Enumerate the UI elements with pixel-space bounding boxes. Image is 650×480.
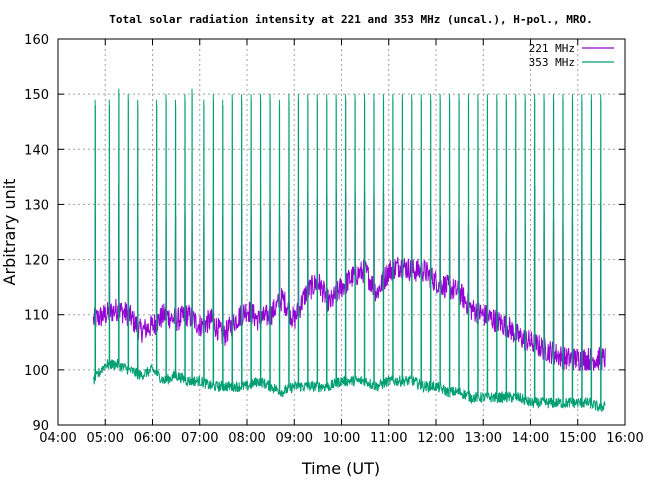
x-axis-label: Time (UT)	[301, 459, 380, 478]
series-line-353	[92, 88, 606, 413]
x-tick-label: 12:00	[417, 431, 454, 446]
y-tick-label: 90	[32, 419, 49, 434]
x-tick-label: 16:00	[606, 431, 643, 446]
y-tick-label: 140	[24, 143, 49, 158]
x-tick-label: 14:00	[512, 431, 549, 446]
y-tick-label: 110	[24, 309, 49, 324]
x-tick-label: 09:00	[276, 431, 313, 446]
plot-area	[92, 88, 606, 413]
x-tick-label: 15:00	[559, 431, 596, 446]
x-tick-label: 04:00	[39, 431, 76, 446]
y-tick-label: 120	[24, 254, 49, 269]
legend-label: 353 MHz	[529, 56, 575, 69]
y-axis-label: Arbitrary unit	[0, 179, 19, 286]
axis-ticks: 90 100 110 120 130 140 150 160 04:00 05:00 06:00 07…	[24, 33, 644, 446]
x-tick-label: 11:00	[370, 431, 407, 446]
x-tick-label: 13:00	[465, 431, 502, 446]
legend-label: 221 MHz	[529, 42, 575, 55]
x-tick-label: 05:00	[87, 431, 124, 446]
grid	[58, 39, 625, 425]
chart-title: Total solar radiation intensity at 221 a…	[109, 13, 592, 26]
x-tick-label: 10:00	[323, 431, 360, 446]
y-tick-label: 130	[24, 198, 49, 213]
x-tick-label: 06:00	[134, 431, 171, 446]
x-tick-label: 08:00	[228, 431, 265, 446]
y-tick-label: 160	[24, 33, 49, 48]
y-tick-label: 150	[24, 88, 49, 103]
plot-frame	[57, 38, 626, 426]
y-tick-label: 100	[24, 364, 49, 379]
series-line-221	[92, 182, 606, 372]
x-tick-label: 07:00	[181, 431, 218, 446]
